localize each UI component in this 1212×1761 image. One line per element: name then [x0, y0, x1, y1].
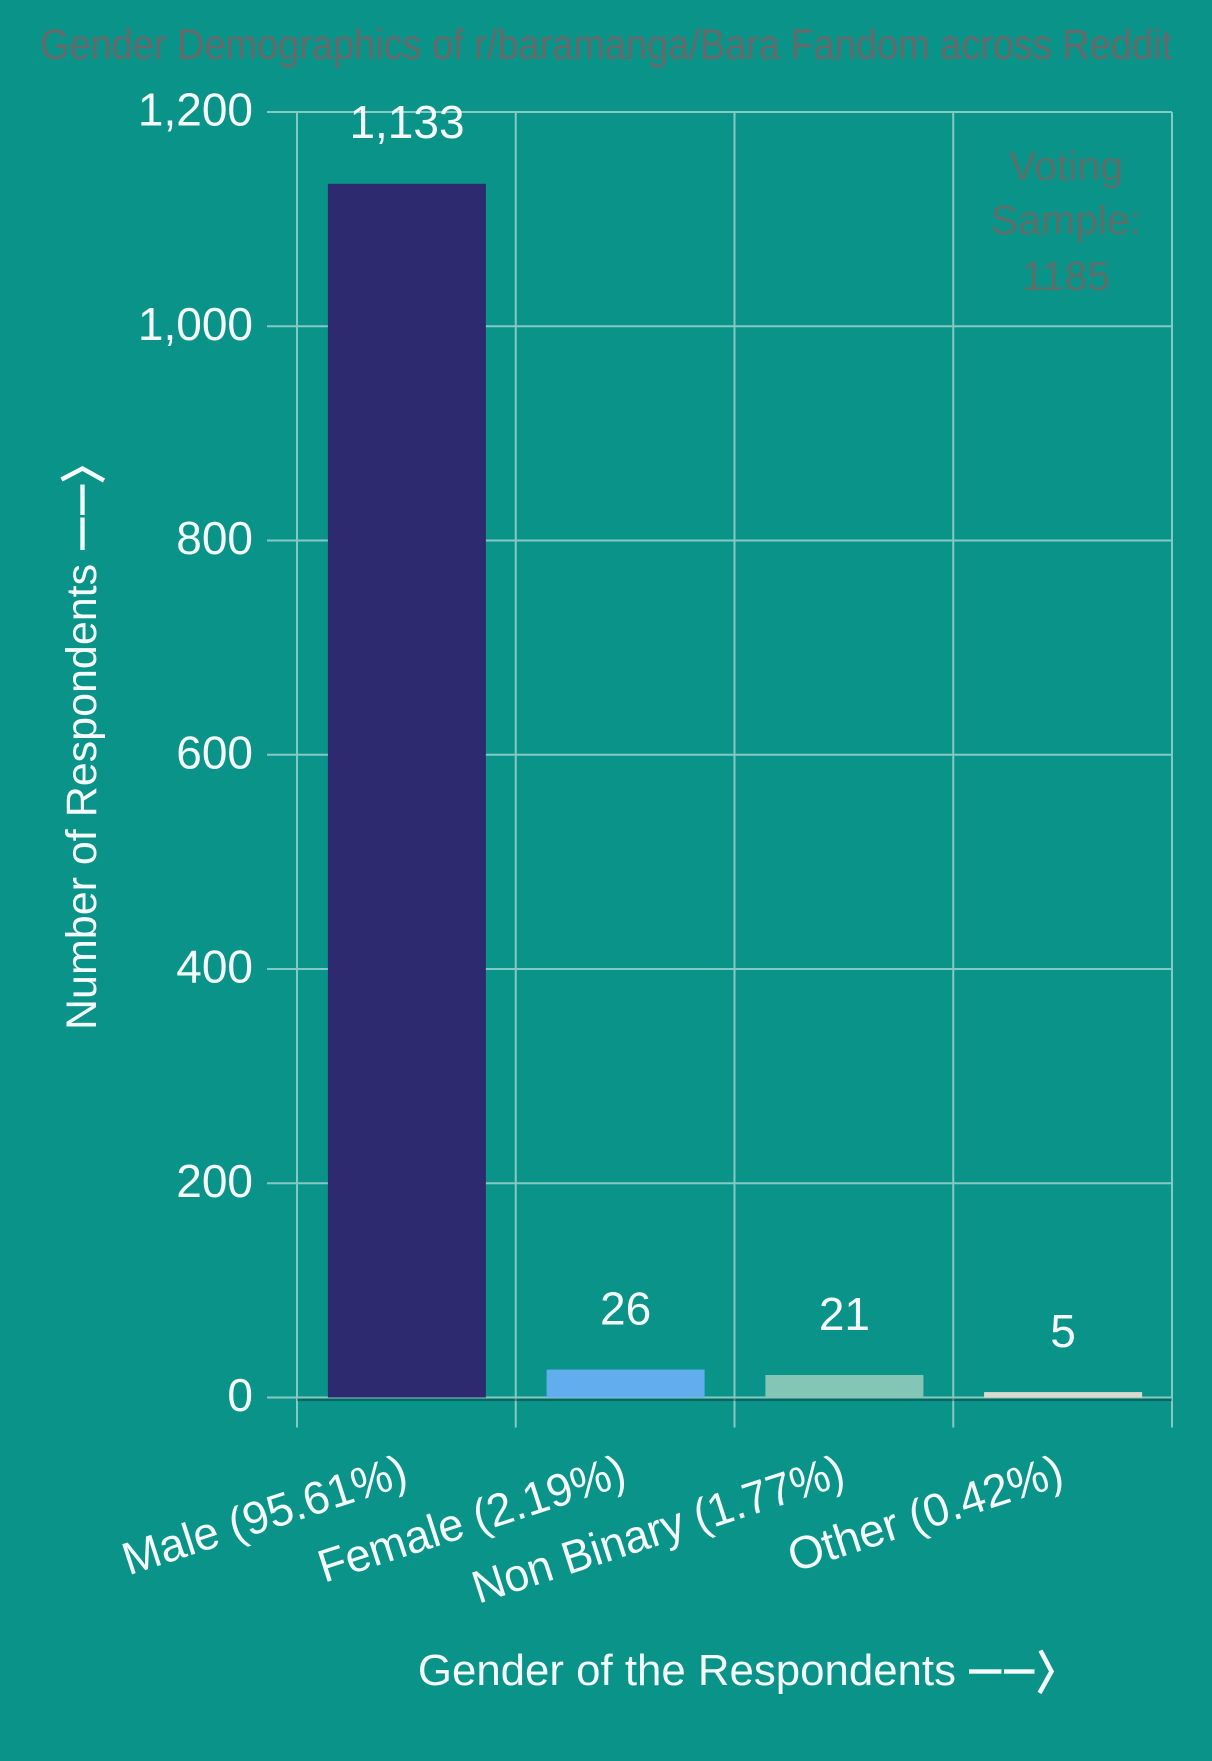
svg-text:1,133: 1,133: [349, 96, 464, 148]
svg-text:1,200: 1,200: [138, 84, 253, 136]
svg-text:1185: 1185: [1022, 253, 1110, 299]
svg-text:26: 26: [600, 1283, 651, 1335]
svg-text:200: 200: [176, 1155, 253, 1207]
svg-text:400: 400: [176, 941, 253, 993]
svg-text:1,000: 1,000: [138, 298, 253, 350]
svg-text:Sample:: Sample:: [991, 197, 1141, 243]
svg-text:Gender of the Respondents: Gender of the Respondents: [418, 1646, 956, 1695]
svg-text:600: 600: [176, 726, 253, 778]
svg-text:5: 5: [1050, 1305, 1076, 1357]
svg-text:800: 800: [176, 512, 253, 564]
svg-text:Gender Demographics of r/baram: Gender Demographics of r/baramanga/Bara …: [40, 22, 1172, 69]
svg-text:21: 21: [819, 1288, 870, 1340]
svg-text:Voting: Voting: [1009, 143, 1123, 189]
svg-text:0: 0: [227, 1369, 253, 1421]
svg-text:Number of Respondents: Number of Respondents: [58, 564, 106, 1030]
